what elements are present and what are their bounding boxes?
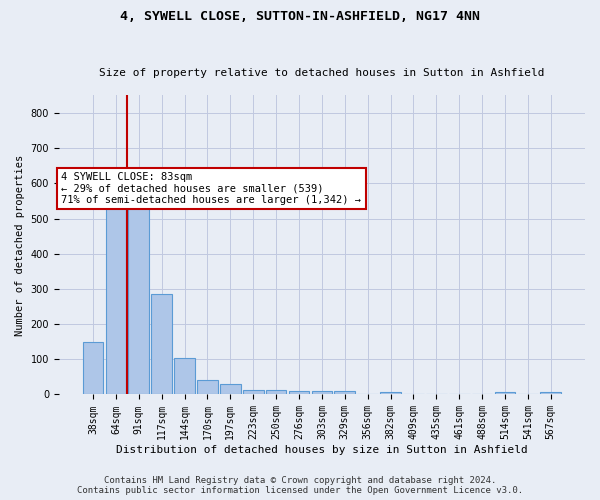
Text: 4 SYWELL CLOSE: 83sqm
← 29% of detached houses are smaller (539)
71% of semi-det: 4 SYWELL CLOSE: 83sqm ← 29% of detached … (61, 172, 361, 205)
Title: Size of property relative to detached houses in Sutton in Ashfield: Size of property relative to detached ho… (99, 68, 545, 78)
Bar (243, 390, 263, 394)
Bar (220, 384, 241, 394)
Bar (83, 342, 103, 394)
Bar (541, 392, 561, 394)
Bar (334, 392, 355, 394)
Bar (311, 392, 332, 394)
Bar (197, 380, 218, 394)
Bar (495, 392, 515, 394)
Bar (151, 294, 172, 394)
X-axis label: Distribution of detached houses by size in Sutton in Ashfield: Distribution of detached houses by size … (116, 445, 528, 455)
Text: Contains HM Land Registry data © Crown copyright and database right 2024.
Contai: Contains HM Land Registry data © Crown c… (77, 476, 523, 495)
Text: 4, SYWELL CLOSE, SUTTON-IN-ASHFIELD, NG17 4NN: 4, SYWELL CLOSE, SUTTON-IN-ASHFIELD, NG1… (120, 10, 480, 23)
Bar (174, 358, 195, 395)
Bar (289, 391, 309, 394)
Bar (128, 174, 149, 394)
Bar (106, 171, 126, 394)
Bar (266, 390, 286, 394)
Y-axis label: Number of detached properties: Number of detached properties (15, 154, 25, 336)
Bar (380, 392, 401, 394)
